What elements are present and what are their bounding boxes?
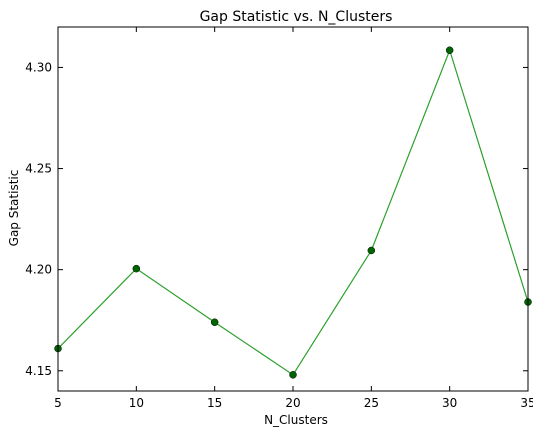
y-tick-label: 4.15 (25, 364, 52, 378)
x-tick-label: 20 (285, 396, 300, 410)
x-tick-label: 35 (520, 396, 533, 410)
y-tick-label: 4.20 (25, 263, 52, 277)
x-tick-label: 15 (207, 396, 222, 410)
chart-title: Gap Statistic vs. N_Clusters (200, 9, 393, 25)
plot-series (54, 46, 532, 379)
y-axis-label: Gap Statistic (7, 170, 21, 247)
x-axis-label: N_Clusters (264, 413, 328, 427)
x-tick-label: 30 (442, 396, 457, 410)
x-tick-label: 10 (129, 396, 144, 410)
series-line (57, 48, 529, 376)
data-point (367, 246, 376, 255)
x-tick-label: 5 (54, 396, 62, 410)
y-tick-label: 4.30 (25, 60, 52, 74)
data-point (289, 371, 297, 379)
axis-ticks: 5 10 15 20 25 30 35 4.15 4.20 4.25 4.30 (25, 27, 533, 410)
x-tick-label: 25 (364, 396, 379, 410)
plot-frame (57, 26, 529, 392)
data-point (445, 46, 454, 55)
y-tick-label: 4.25 (25, 162, 52, 176)
data-point (210, 318, 219, 326)
data-point (132, 264, 141, 273)
